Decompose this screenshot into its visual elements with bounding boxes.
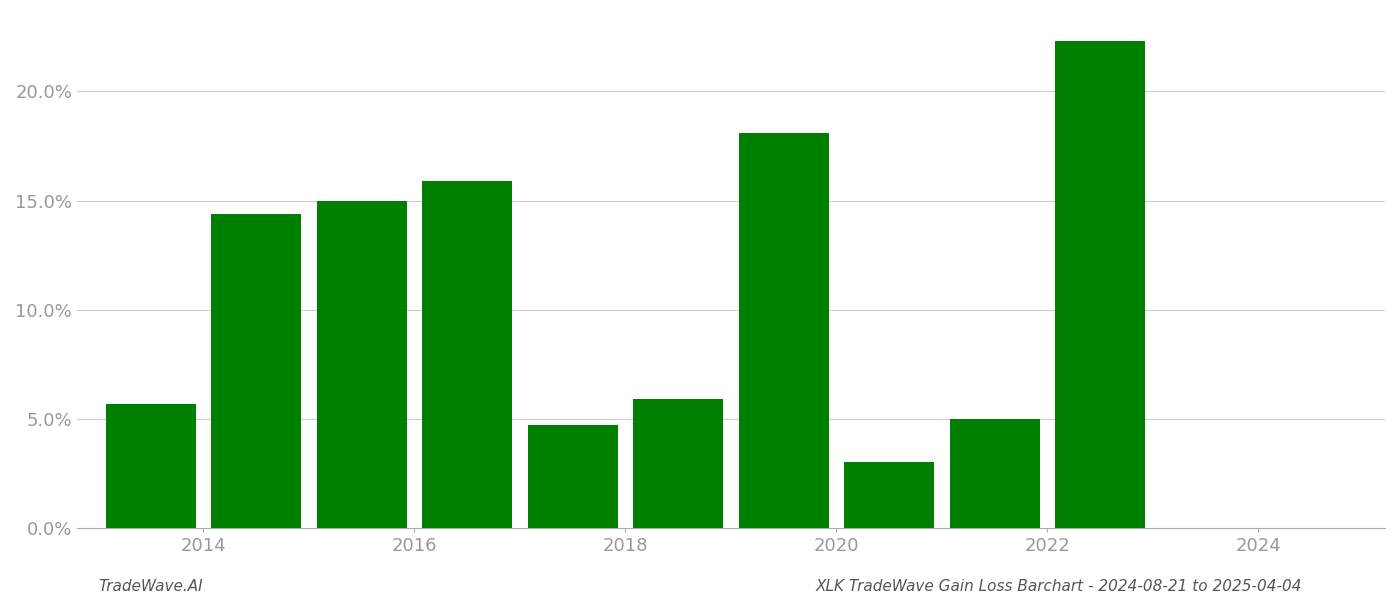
Bar	[949, 419, 1040, 528]
Bar	[739, 133, 829, 528]
Bar	[423, 181, 512, 528]
Text: XLK TradeWave Gain Loss Barchart - 2024-08-21 to 2025-04-04: XLK TradeWave Gain Loss Barchart - 2024-…	[815, 579, 1302, 594]
Bar	[211, 214, 301, 528]
Bar	[633, 399, 722, 528]
Bar	[316, 200, 406, 528]
Bar	[844, 463, 934, 528]
Bar	[106, 404, 196, 528]
Text: TradeWave.AI: TradeWave.AI	[98, 579, 203, 594]
Bar	[528, 425, 617, 528]
Bar	[1056, 41, 1145, 528]
